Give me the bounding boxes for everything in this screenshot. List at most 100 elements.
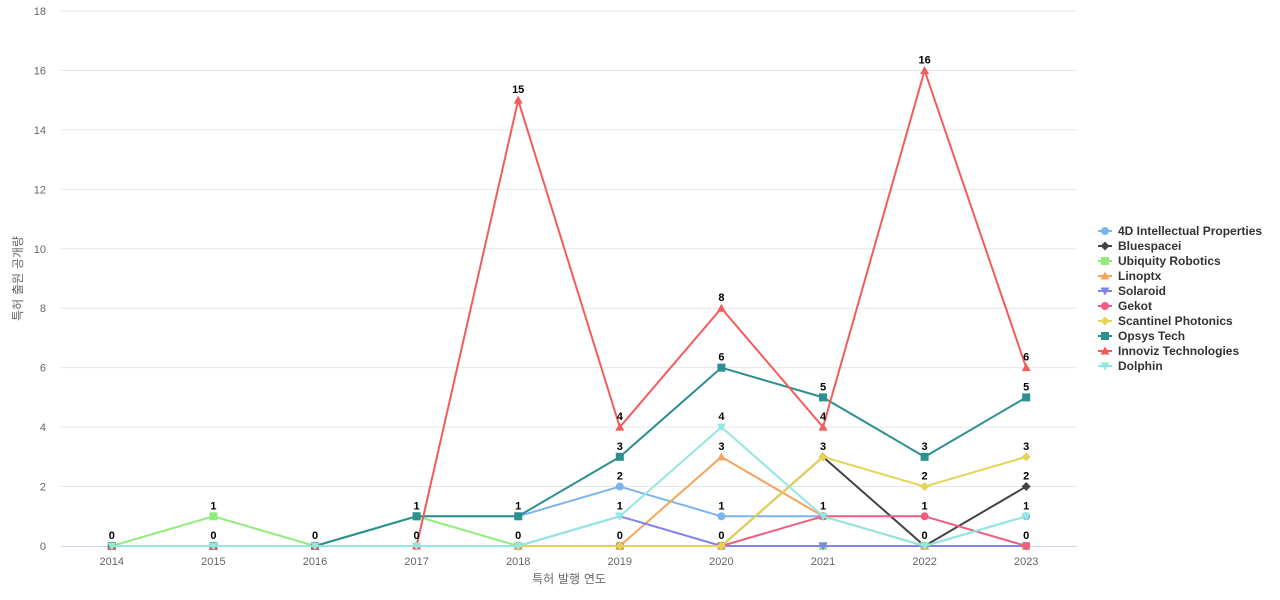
legend-marker bbox=[1101, 302, 1109, 310]
data-label: 2 bbox=[1023, 471, 1029, 483]
data-label: 1 bbox=[1023, 500, 1029, 512]
y-axis-ticks: 0 2 4 6 8 10 12 14 16 18 bbox=[34, 6, 46, 553]
data-label: 4 bbox=[617, 411, 624, 423]
series-dolphin bbox=[107, 423, 1031, 551]
data-point bbox=[818, 452, 828, 462]
legend-label: Innoviz Technologies bbox=[1118, 344, 1239, 358]
data-point bbox=[615, 482, 624, 491]
series-opsys-tech bbox=[107, 363, 1031, 550]
data-label: 4 bbox=[820, 411, 827, 423]
data-label: 0 bbox=[718, 530, 724, 542]
data-label: 2 bbox=[617, 471, 623, 483]
x-tick-label: 2017 bbox=[404, 556, 428, 568]
data-point bbox=[920, 452, 929, 461]
legend-item-linoptx[interactable]: Linoptx bbox=[1098, 269, 1162, 283]
legend: 4D Intellectual PropertiesBluespaceiUbiq… bbox=[1098, 224, 1262, 373]
legend-item-solaroid[interactable]: Solaroid bbox=[1098, 284, 1166, 298]
y-tick-label: 8 bbox=[40, 303, 46, 315]
data-point bbox=[818, 512, 828, 521]
data-point bbox=[716, 423, 726, 432]
data-label: 3 bbox=[1023, 441, 1029, 453]
data-point bbox=[716, 452, 726, 461]
data-label: 3 bbox=[718, 441, 724, 453]
data-point bbox=[1021, 452, 1031, 462]
x-tick-label: 2021 bbox=[811, 556, 835, 568]
y-tick-label: 12 bbox=[34, 184, 46, 196]
legend-marker bbox=[1101, 257, 1109, 265]
data-label: 4 bbox=[718, 411, 725, 423]
data-label: 1 bbox=[515, 500, 521, 512]
data-label: 0 bbox=[109, 530, 115, 542]
data-point bbox=[208, 542, 218, 551]
data-label: 0 bbox=[515, 530, 521, 542]
data-point bbox=[412, 512, 421, 521]
data-label: 0 bbox=[922, 530, 928, 542]
data-label: 0 bbox=[312, 530, 318, 542]
x-tick-label: 2014 bbox=[100, 556, 124, 568]
data-point bbox=[716, 303, 726, 312]
data-point bbox=[920, 512, 929, 521]
legend-item-scantinel-photonics[interactable]: Scantinel Photonics bbox=[1098, 314, 1233, 328]
data-point bbox=[107, 542, 117, 551]
data-point bbox=[920, 65, 930, 74]
data-point bbox=[818, 542, 828, 551]
data-point bbox=[615, 541, 625, 551]
data-point bbox=[615, 422, 625, 431]
data-point bbox=[514, 512, 523, 521]
x-tick-label: 2018 bbox=[506, 556, 530, 568]
data-label: 3 bbox=[922, 441, 928, 453]
data-label: 1 bbox=[414, 500, 420, 512]
legend-item-dolphin[interactable]: Dolphin bbox=[1098, 359, 1163, 373]
data-point bbox=[615, 512, 625, 521]
y-axis-title: 특허 출원 공개량 bbox=[11, 236, 25, 321]
data-label: 0 bbox=[414, 530, 420, 542]
y-tick-label: 16 bbox=[34, 65, 46, 77]
data-label: 1 bbox=[210, 500, 216, 512]
data-label: 5 bbox=[1023, 381, 1029, 393]
data-label: 0 bbox=[210, 530, 216, 542]
data-point bbox=[717, 512, 726, 521]
data-point bbox=[1021, 482, 1031, 492]
data-point bbox=[513, 95, 523, 104]
data-point bbox=[1022, 393, 1031, 402]
x-tick-label: 2020 bbox=[709, 556, 733, 568]
legend-item-4d-intellectual-properties[interactable]: 4D Intellectual Properties bbox=[1098, 224, 1262, 238]
data-label: 3 bbox=[617, 441, 623, 453]
data-label: 5 bbox=[820, 381, 826, 393]
y-tick-label: 18 bbox=[34, 6, 46, 18]
data-point bbox=[920, 482, 930, 492]
data-label: 8 bbox=[718, 292, 724, 304]
x-tick-label: 2019 bbox=[608, 556, 632, 568]
legend-item-ubiquity-robotics[interactable]: Ubiquity Robotics bbox=[1098, 254, 1221, 268]
legend-label: Opsys Tech bbox=[1118, 329, 1185, 343]
legend-label: Bluespacei bbox=[1118, 239, 1181, 253]
data-label: 15 bbox=[512, 84, 524, 96]
legend-item-innoviz-technologies[interactable]: Innoviz Technologies bbox=[1098, 344, 1239, 358]
data-point bbox=[310, 542, 320, 551]
data-point bbox=[716, 541, 726, 551]
legend-label: Gekot bbox=[1118, 299, 1152, 313]
data-label: 1 bbox=[718, 500, 724, 512]
legend-marker bbox=[1100, 346, 1110, 355]
data-point bbox=[920, 542, 930, 551]
legend-item-bluespacei[interactable]: Bluespacei bbox=[1098, 239, 1181, 253]
data-label: 1 bbox=[617, 500, 623, 512]
data-label: 6 bbox=[718, 352, 724, 364]
x-axis-title: 특허 발행 연도 bbox=[532, 571, 606, 586]
y-tick-label: 14 bbox=[34, 125, 46, 137]
legend-label: Linoptx bbox=[1118, 269, 1162, 283]
legend-item-gekot[interactable]: Gekot bbox=[1098, 299, 1152, 313]
y-tick-label: 2 bbox=[40, 482, 46, 494]
x-tick-label: 2015 bbox=[201, 556, 225, 568]
series-lines bbox=[107, 65, 1031, 551]
legend-item-opsys-tech[interactable]: Opsys Tech bbox=[1098, 329, 1185, 343]
legend-marker bbox=[1101, 227, 1109, 235]
legend-marker bbox=[1100, 362, 1110, 371]
x-tick-label: 2023 bbox=[1014, 556, 1038, 568]
legend-marker bbox=[1100, 271, 1110, 280]
legend-label: Solaroid bbox=[1118, 284, 1166, 298]
data-label: 16 bbox=[918, 54, 930, 66]
series-line bbox=[111, 426, 1027, 547]
